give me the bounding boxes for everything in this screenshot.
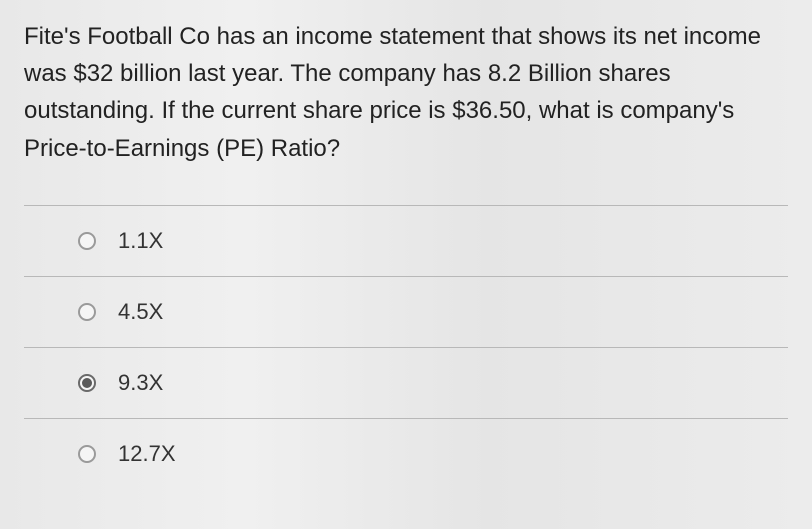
radio-icon[interactable] — [78, 445, 96, 463]
options-list: 1.1X 4.5X 9.3X 12.7X — [24, 205, 788, 489]
option-label: 1.1X — [118, 228, 163, 254]
question-text: Fite's Football Co has an income stateme… — [24, 18, 788, 167]
option-label: 9.3X — [118, 370, 163, 396]
option-row[interactable]: 12.7X — [24, 419, 788, 489]
option-row[interactable]: 4.5X — [24, 277, 788, 348]
option-label: 12.7X — [118, 441, 176, 467]
radio-icon[interactable] — [78, 374, 96, 392]
option-row[interactable]: 9.3X — [24, 348, 788, 419]
option-label: 4.5X — [118, 299, 163, 325]
radio-icon[interactable] — [78, 232, 96, 250]
radio-icon[interactable] — [78, 303, 96, 321]
option-row[interactable]: 1.1X — [24, 206, 788, 277]
